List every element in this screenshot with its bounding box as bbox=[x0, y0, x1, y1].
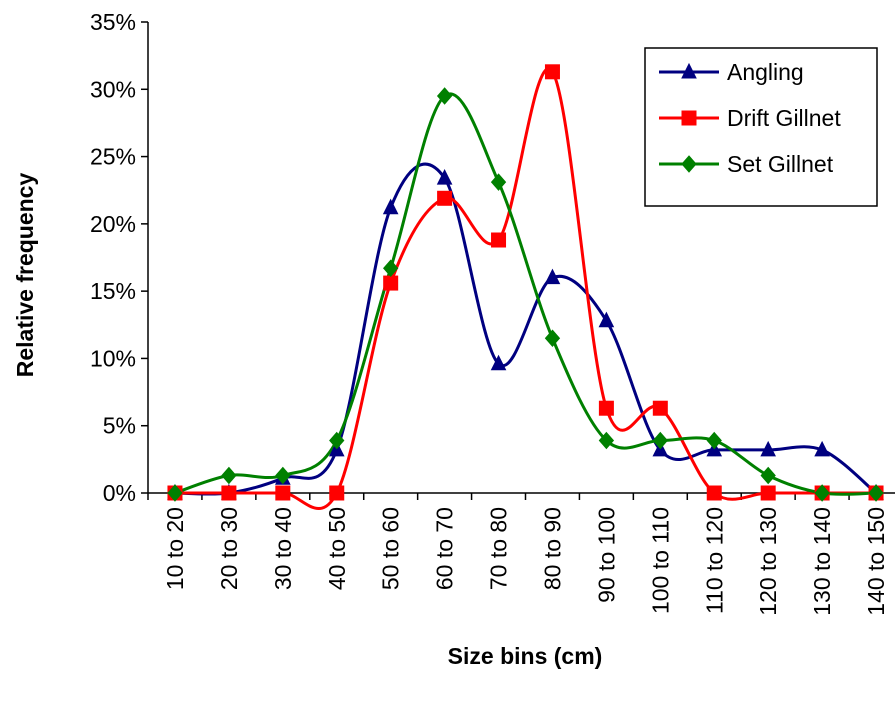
data-point-angling bbox=[436, 168, 453, 185]
data-point-drift-gillnet bbox=[329, 485, 345, 501]
x-tick-label: 50 to 60 bbox=[378, 507, 404, 590]
data-point-set-gillnet bbox=[652, 431, 668, 450]
data-point-set-gillnet bbox=[598, 431, 615, 450]
legend: Angling Drift Gillnet Set Gillnet bbox=[644, 47, 878, 207]
data-point-angling bbox=[382, 198, 399, 215]
legend-marker-set-gillnet bbox=[681, 155, 697, 173]
y-tick-label: 5% bbox=[103, 413, 136, 439]
y-tick-label: 10% bbox=[90, 345, 136, 371]
x-tick-label: 80 to 90 bbox=[539, 507, 565, 590]
data-point-drift-gillnet bbox=[760, 485, 776, 501]
y-tick-label: 30% bbox=[90, 76, 136, 102]
y-tick-label: 20% bbox=[90, 211, 136, 237]
legend-label-set-gillnet: Set Gillnet bbox=[727, 151, 834, 177]
x-tick-label: 120 to 130 bbox=[755, 507, 781, 616]
legend-label-drift-gillnet: Drift Gillnet bbox=[727, 105, 841, 131]
data-point-drift-gillnet bbox=[491, 232, 507, 248]
y-tick-label: 35% bbox=[90, 9, 136, 35]
data-point-drift-gillnet bbox=[275, 485, 291, 501]
legend-label-angling: Angling bbox=[727, 59, 804, 85]
data-point-set-gillnet bbox=[814, 484, 830, 502]
data-point-drift-gillnet bbox=[544, 64, 560, 80]
data-point-set-gillnet bbox=[706, 431, 722, 450]
data-point-angling bbox=[544, 268, 561, 285]
legend-marker-drift-gillnet bbox=[681, 110, 697, 126]
data-point-drift-gillnet bbox=[652, 400, 668, 416]
x-tick-label: 40 to 50 bbox=[324, 507, 350, 590]
x-tick-label: 20 to 30 bbox=[216, 507, 242, 590]
y-tick-label: 0% bbox=[103, 480, 136, 506]
data-point-set-gillnet bbox=[275, 466, 291, 485]
x-tick-label: 130 to 140 bbox=[809, 507, 835, 616]
data-point-drift-gillnet bbox=[706, 485, 722, 501]
data-point-angling bbox=[490, 354, 507, 371]
data-point-set-gillnet bbox=[490, 173, 507, 191]
data-point-drift-gillnet bbox=[598, 400, 614, 416]
data-point-angling bbox=[814, 440, 830, 457]
x-tick-label: 100 to 110 bbox=[647, 507, 673, 614]
data-point-set-gillnet bbox=[760, 466, 776, 485]
x-tick-label: 70 to 80 bbox=[486, 507, 512, 590]
legend-marker-angling bbox=[681, 62, 697, 79]
x-tick-label: 90 to 100 bbox=[593, 507, 619, 603]
data-point-angling bbox=[598, 311, 615, 328]
data-point-drift-gillnet bbox=[437, 190, 453, 206]
data-point-drift-gillnet bbox=[383, 275, 399, 291]
data-point-set-gillnet bbox=[383, 259, 399, 278]
data-point-set-gillnet bbox=[544, 329, 561, 348]
y-axis-title: Relative frequency bbox=[12, 173, 38, 378]
x-tick-label: 10 to 20 bbox=[162, 507, 188, 590]
x-axis-title: Size bins (cm) bbox=[448, 643, 603, 669]
data-point-set-gillnet bbox=[329, 431, 345, 450]
x-tick-label: 30 to 40 bbox=[270, 507, 296, 590]
data-point-drift-gillnet bbox=[221, 485, 237, 501]
series-line-angling bbox=[174, 162, 877, 496]
x-tick-label: 60 to 70 bbox=[432, 507, 458, 590]
x-tick-label: 110 to 120 bbox=[701, 507, 727, 614]
x-tick-label: 140 to 150 bbox=[863, 507, 889, 616]
data-point-set-gillnet bbox=[436, 87, 453, 105]
data-point-set-gillnet bbox=[868, 484, 884, 502]
y-tick-label: 15% bbox=[90, 278, 136, 304]
data-point-set-gillnet bbox=[167, 484, 183, 502]
y-tick-label: 25% bbox=[90, 144, 136, 170]
data-point-angling bbox=[760, 440, 776, 457]
data-point-set-gillnet bbox=[221, 466, 237, 485]
